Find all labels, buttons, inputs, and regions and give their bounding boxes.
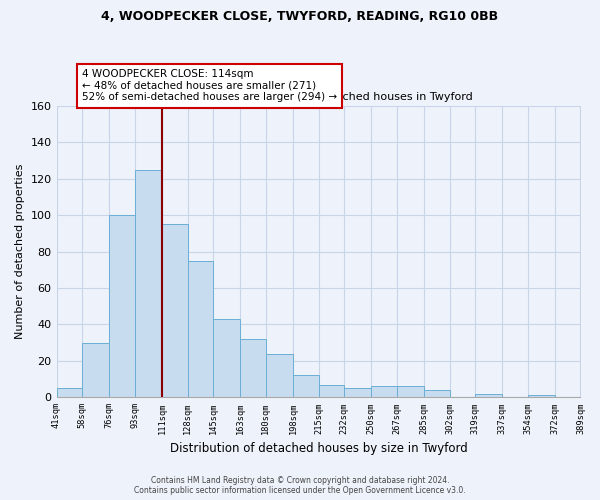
- Bar: [424, 390, 449, 398]
- Text: 4 WOODPECKER CLOSE: 114sqm
← 48% of detached houses are smaller (271)
52% of sem: 4 WOODPECKER CLOSE: 114sqm ← 48% of deta…: [82, 69, 337, 102]
- Bar: [162, 224, 188, 398]
- Bar: [528, 396, 555, 398]
- Bar: [293, 376, 319, 398]
- Bar: [109, 215, 135, 398]
- Bar: [213, 319, 240, 398]
- Bar: [319, 384, 344, 398]
- X-axis label: Distribution of detached houses by size in Twyford: Distribution of detached houses by size …: [170, 442, 467, 455]
- Title: Size of property relative to detached houses in Twyford: Size of property relative to detached ho…: [164, 92, 472, 102]
- Bar: [266, 354, 293, 398]
- Bar: [188, 261, 213, 398]
- Bar: [82, 342, 109, 398]
- Bar: [240, 339, 266, 398]
- Bar: [344, 388, 371, 398]
- Text: 4, WOODPECKER CLOSE, TWYFORD, READING, RG10 0BB: 4, WOODPECKER CLOSE, TWYFORD, READING, R…: [101, 10, 499, 23]
- Bar: [135, 170, 162, 398]
- Bar: [56, 388, 82, 398]
- Bar: [475, 394, 502, 398]
- Bar: [371, 386, 397, 398]
- Y-axis label: Number of detached properties: Number of detached properties: [15, 164, 25, 340]
- Text: Contains HM Land Registry data © Crown copyright and database right 2024.
Contai: Contains HM Land Registry data © Crown c…: [134, 476, 466, 495]
- Bar: [397, 386, 424, 398]
